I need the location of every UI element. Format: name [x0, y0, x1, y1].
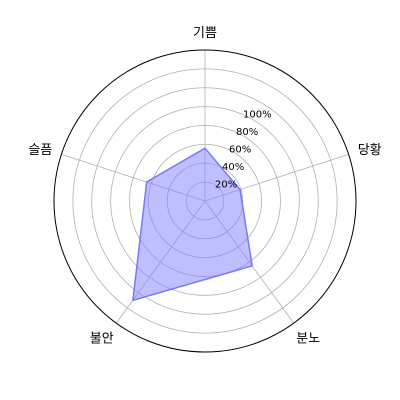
category-label: 기쁨	[193, 26, 217, 41]
category-label: 불안	[90, 332, 114, 347]
radial-tick-labels: 20% 40% 60% 80% 100%	[215, 109, 272, 190]
category-label: 슬픔	[28, 143, 52, 158]
radial-tick-label: 100%	[243, 109, 272, 120]
series	[132, 147, 254, 302]
outer-frame	[53, 49, 357, 353]
radial-tick-label: 80%	[236, 127, 258, 138]
category-label: 분노	[296, 332, 320, 347]
category-label: 당황	[358, 143, 382, 158]
radial-tick-label: 60%	[229, 144, 251, 155]
series-area	[132, 147, 254, 302]
radial-tick-label: 20%	[215, 180, 237, 191]
radial-tick-label: 40%	[222, 162, 244, 173]
